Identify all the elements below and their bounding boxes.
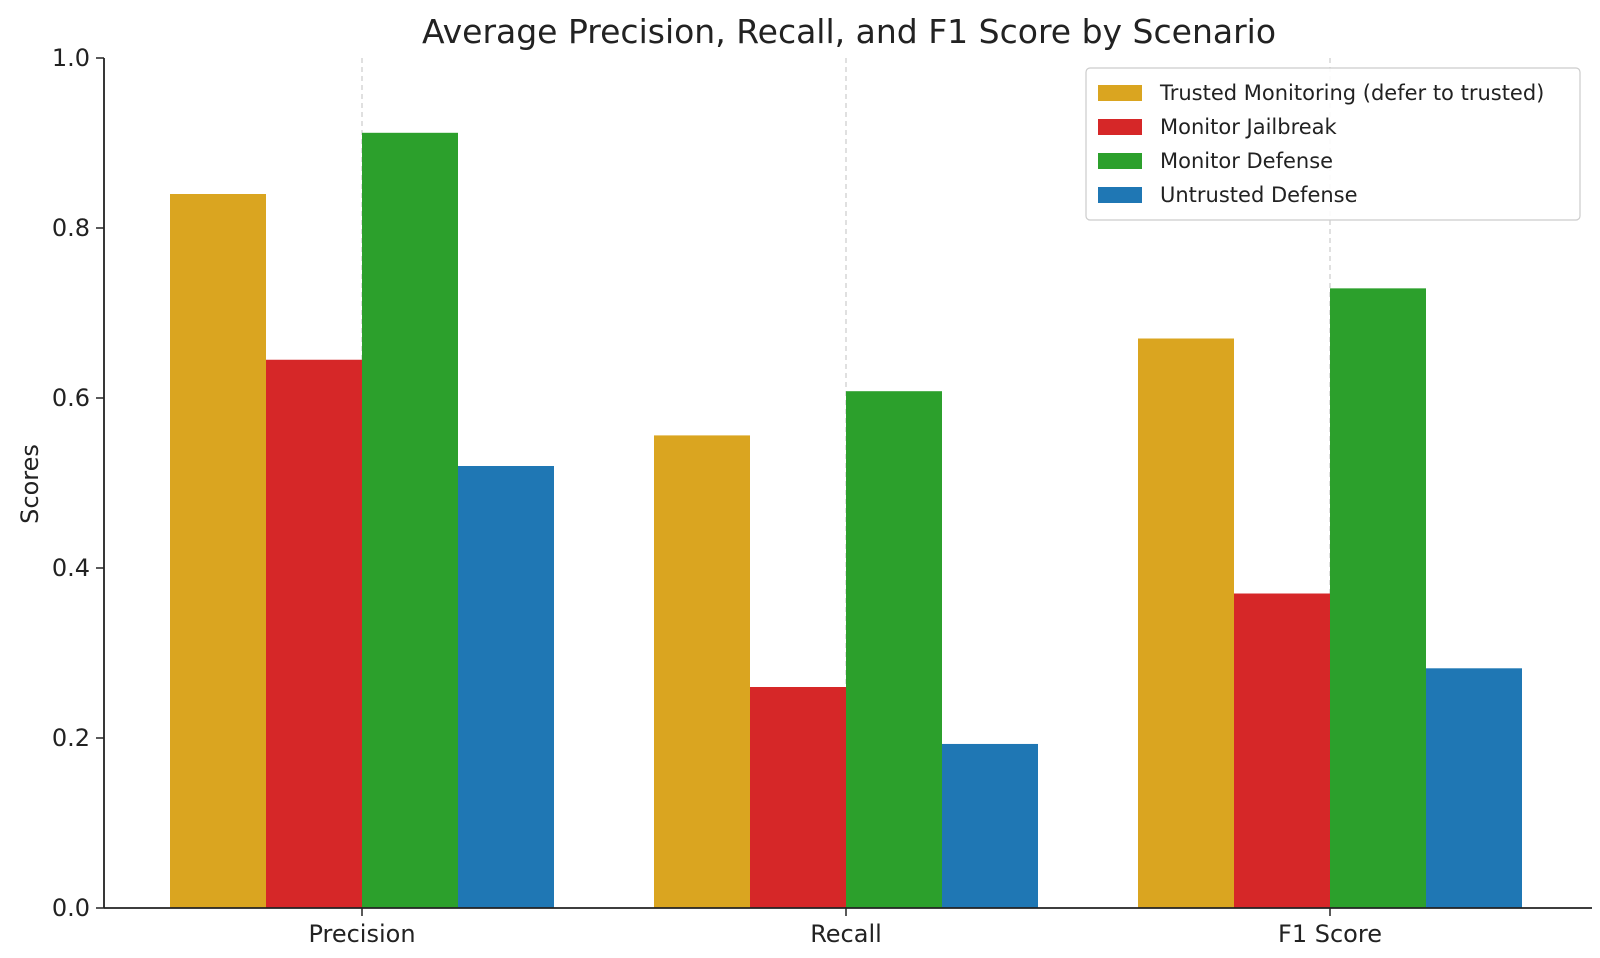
chart-title: Average Precision, Recall, and F1 Score …	[422, 12, 1276, 51]
legend-label: Monitor Defense	[1160, 149, 1333, 173]
bar-trusted-monitoring-defer-to-trusted-precision	[170, 194, 266, 908]
legend-box	[1085, 67, 1581, 221]
legend-swatch	[1098, 85, 1142, 101]
bar-trusted-monitoring-defer-to-trusted-f1-score	[1138, 338, 1234, 908]
bar-untrusted-defense-recall	[942, 743, 1038, 908]
y-tick-label: 1.0	[52, 44, 90, 72]
y-tick-label: 0.0	[52, 894, 90, 922]
legend-swatch	[1098, 119, 1142, 135]
legend-label: Monitor Jailbreak	[1160, 115, 1338, 139]
bar-untrusted-defense-f1-score	[1426, 668, 1522, 908]
x-tick-label: F1 Score	[1278, 920, 1382, 948]
tick-labels: 0.0 0.2 0.4 0.6 0.8 1.0 Precision Recall F1 Scor…	[52, 44, 1382, 948]
legend-label: Trusted Monitoring (defer to trusted)	[1159, 81, 1544, 105]
y-axis-label: Scores	[16, 444, 44, 524]
y-tick-label: 0.8	[52, 214, 90, 242]
bar-monitor-defense-f1-score	[1330, 288, 1426, 909]
legend: Trusted Monitoring (defer to trusted) Mon…	[1085, 67, 1581, 221]
legend-swatch	[1098, 187, 1142, 203]
bar-trusted-monitoring-defer-to-trusted-recall	[654, 435, 750, 908]
y-tick-label: 0.4	[52, 554, 90, 582]
legend-label: Untrusted Defense	[1160, 183, 1358, 207]
bar-monitor-jailbreak-precision	[266, 359, 362, 908]
axes	[103, 58, 1592, 909]
y-tick-label: 0.2	[52, 724, 90, 752]
bar-monitor-defense-precision	[362, 132, 458, 909]
x-tick-label: Precision	[308, 920, 415, 948]
bar-monitor-jailbreak-f1-score	[1234, 593, 1330, 908]
x-tick-label: Recall	[810, 920, 882, 948]
y-tick-label: 0.6	[52, 384, 90, 412]
bars	[170, 132, 1522, 909]
legend-swatch	[1098, 153, 1142, 169]
bar-untrusted-defense-precision	[458, 466, 554, 908]
bar-monitor-defense-recall	[846, 391, 942, 908]
bar-monitor-jailbreak-recall	[750, 687, 846, 908]
